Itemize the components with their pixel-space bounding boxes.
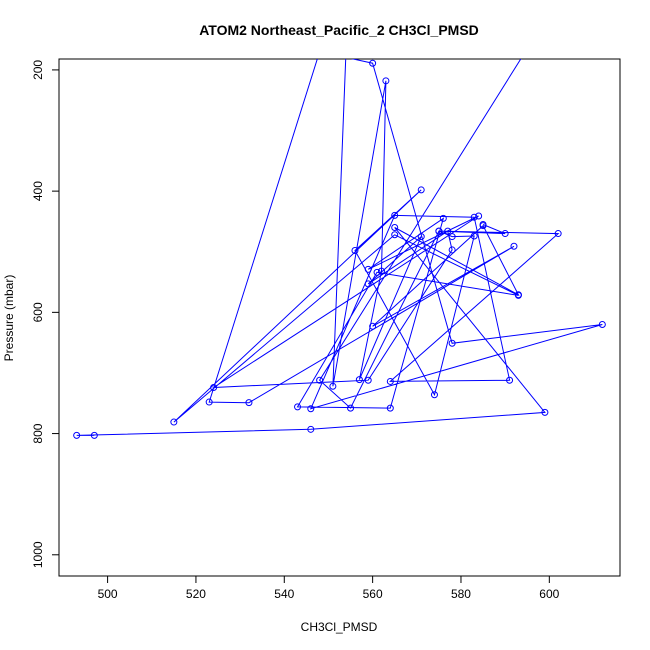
- chart-title: ATOM2 Northeast_Pacific_2 CH3Cl_PMSD: [199, 22, 479, 38]
- data-point: [355, 376, 363, 384]
- data-point: [514, 291, 522, 299]
- x-axis: 500 520 540 560 580 600: [98, 576, 560, 601]
- data-point: [470, 232, 478, 240]
- x-tick-label: 560: [363, 587, 383, 601]
- x-tick-label: 540: [274, 587, 294, 601]
- data-point: [307, 405, 315, 413]
- data-point: [294, 403, 302, 411]
- data-point: [329, 382, 337, 390]
- data-point: [524, 46, 530, 52]
- plot-frame: [58, 58, 621, 577]
- data-point: [317, 49, 323, 55]
- x-tick-label: 600: [539, 587, 559, 601]
- y-axis-label: Pressure (mbar): [2, 275, 16, 362]
- y-tick-label: 600: [31, 302, 45, 322]
- data-point: [364, 265, 372, 273]
- data-point: [373, 268, 381, 276]
- data-point: [351, 247, 359, 255]
- data-point: [316, 376, 324, 384]
- data-point: [444, 227, 452, 235]
- data-point: [369, 322, 377, 330]
- x-tick-label: 520: [186, 587, 206, 601]
- y-axis: 200 400 600 800 1000: [31, 60, 59, 568]
- data-point: [347, 404, 355, 412]
- data-point: [391, 223, 399, 231]
- data-point: [510, 242, 518, 250]
- data-point: [386, 377, 394, 385]
- data-point: [90, 431, 98, 439]
- y-tick-label: 400: [31, 181, 45, 201]
- data-point: [364, 280, 372, 288]
- y-tick-label: 800: [31, 423, 45, 443]
- data-point: [475, 212, 483, 220]
- data-point: [245, 399, 253, 407]
- data-point: [598, 320, 606, 328]
- data-point: [430, 391, 438, 399]
- data-point: [470, 213, 478, 221]
- data-point: [170, 418, 178, 426]
- data-point: [448, 339, 456, 347]
- data-point: [501, 230, 509, 238]
- data-point: [541, 408, 549, 416]
- data-point: [435, 227, 443, 235]
- data-point: [448, 233, 456, 241]
- x-tick-label: 500: [98, 587, 118, 601]
- x-axis-label: CH3Cl_PMSD: [301, 620, 378, 634]
- data-point: [343, 46, 349, 52]
- data-point: [391, 211, 399, 219]
- data-point: [73, 431, 81, 439]
- plot-area: [73, 46, 606, 439]
- data-point: [417, 186, 425, 194]
- series-line: [76, 59, 603, 436]
- data-point: [364, 376, 372, 384]
- data-point: [382, 77, 390, 85]
- data-point: [554, 230, 562, 238]
- data-point: [506, 376, 514, 384]
- data-point: [417, 233, 425, 241]
- y-tick-label: 200: [31, 60, 45, 80]
- data-point: [391, 231, 399, 239]
- data-point: [369, 59, 377, 67]
- data-point: [205, 398, 213, 406]
- data-point: [210, 384, 218, 392]
- data-point: [439, 214, 447, 222]
- x-tick-label: 580: [451, 587, 471, 601]
- data-point: [377, 267, 385, 275]
- data-point: [479, 220, 487, 228]
- data-point: [307, 425, 315, 433]
- data-point: [448, 246, 456, 254]
- data-point: [386, 404, 394, 412]
- y-tick-label: 1000: [31, 541, 45, 568]
